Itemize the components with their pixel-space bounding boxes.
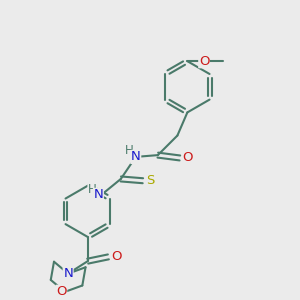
Text: O: O [56,285,67,298]
Text: O: O [111,250,122,263]
Text: N: N [63,267,73,280]
Text: N: N [94,188,103,202]
Text: H: H [88,183,97,196]
Text: S: S [146,174,155,187]
Text: O: O [182,152,193,164]
Text: O: O [199,55,209,68]
Text: H: H [125,144,134,157]
Text: N: N [131,150,141,164]
